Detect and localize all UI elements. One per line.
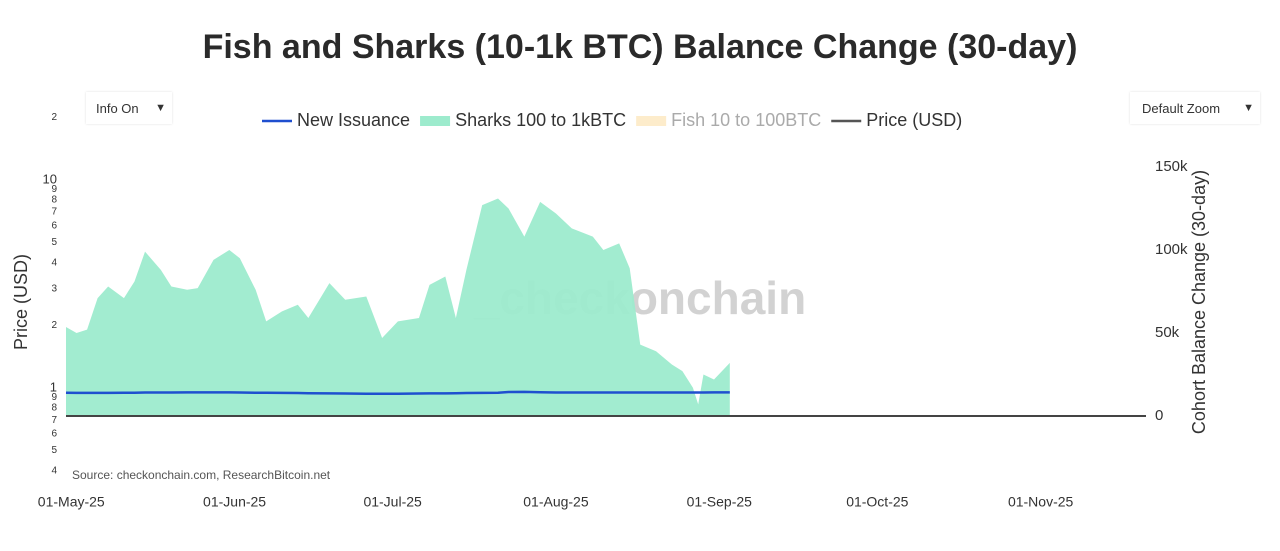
legend-item[interactable]: New Issuance xyxy=(262,110,410,130)
y-tick-label: 6 xyxy=(51,429,57,440)
y-tick-label: 8 xyxy=(51,403,57,414)
y-tick-label: 7 xyxy=(51,415,57,426)
info-dropdown[interactable]: Info On ▼ xyxy=(86,92,172,124)
info-label: Info On xyxy=(96,100,139,116)
y2-tick-label: 0 xyxy=(1155,407,1163,424)
y2-axis-title: Cohort Balance Change (30-day) xyxy=(1189,170,1209,434)
y-tick-label: 2 xyxy=(51,112,57,123)
legend-swatch xyxy=(636,116,667,126)
dropdown-arrow: ▼ xyxy=(1243,102,1254,114)
y-tick-label: 5 xyxy=(51,445,57,456)
y-tick-label: 9 xyxy=(51,392,57,403)
y2-tick-label: 100k xyxy=(1155,241,1188,258)
y2-tick-label: 50k xyxy=(1155,324,1180,341)
chart-title: Fish and Sharks (10-1k BTC) Balance Chan… xyxy=(203,28,1078,66)
legend-label: Price (USD) xyxy=(866,110,962,130)
y-tick-label: 4 xyxy=(51,465,57,476)
legend-item[interactable]: Price (USD) xyxy=(831,110,962,130)
y-tick-label: 1 xyxy=(50,379,57,394)
x-tick-label: 01-Sep-25 xyxy=(687,494,753,510)
legend-item[interactable]: Sharks 100 to 1kBTC xyxy=(420,110,626,130)
source-note: Source: checkonchain.com, ResearchBitcoi… xyxy=(72,468,331,482)
zoom-label: Default Zoom xyxy=(1142,100,1221,116)
x-tick-label: 01-May-25 xyxy=(38,494,105,510)
y-tick-label: 7 xyxy=(51,207,57,218)
y-tick-label: 8 xyxy=(51,195,57,206)
y-tick-label: 4 xyxy=(51,257,57,268)
x-tick-label: 01-Oct-25 xyxy=(846,494,908,510)
x-tick-label: 01-Jul-25 xyxy=(363,494,422,510)
x-tick-label: 01-Nov-25 xyxy=(1008,494,1074,510)
y-tick-label: 2 xyxy=(51,320,57,331)
y-tick-label: 3 xyxy=(51,283,57,294)
legend-label: New Issuance xyxy=(297,110,410,130)
y-tick-label: 5 xyxy=(51,237,57,248)
area xyxy=(66,198,730,416)
legend-item[interactable]: Fish 10 to 100BTC xyxy=(636,110,821,130)
legend-label: Sharks 100 to 1kBTC xyxy=(455,110,626,130)
y-tick-label: 10 xyxy=(43,171,57,186)
x-tick-label: 01-Jun-25 xyxy=(203,494,266,510)
y-tick-label: 9 xyxy=(51,184,57,195)
dropdown-arrow: ▼ xyxy=(155,102,166,114)
legend-label: Fish 10 to 100BTC xyxy=(671,110,821,130)
x-tick-label: 01-Aug-25 xyxy=(523,494,589,510)
y-tick-label: 6 xyxy=(51,221,57,232)
line xyxy=(65,390,730,395)
legend-swatch xyxy=(420,116,451,126)
y2-tick-label: 150k xyxy=(1155,158,1188,175)
zoom-dropdown[interactable]: Default Zoom ▼ xyxy=(1130,92,1260,124)
y-axis-title: Price (USD) xyxy=(11,254,31,350)
